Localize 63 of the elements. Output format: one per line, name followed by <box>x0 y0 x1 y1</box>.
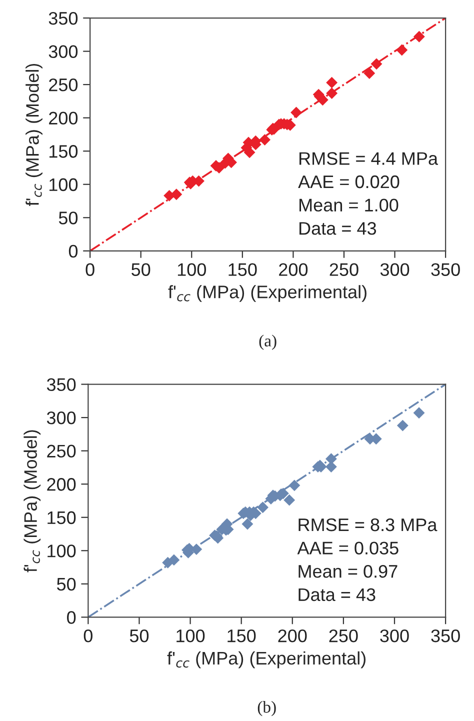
point <box>413 30 425 42</box>
y-tick-label: 350 <box>46 378 76 392</box>
point <box>413 407 425 419</box>
y-tick-label: 250 <box>49 78 78 92</box>
y-tick-label: 50 <box>57 578 76 591</box>
y-tick-label: 100 <box>48 544 76 558</box>
point <box>284 494 296 506</box>
y-tick-label: 0 <box>67 611 76 624</box>
x-tick-label: 250 <box>329 629 358 642</box>
point <box>290 106 302 118</box>
x-tick-label: 150 <box>228 263 257 276</box>
y-tick-label: 0 <box>68 244 78 258</box>
x-tick-label: 200 <box>279 263 308 276</box>
point <box>242 518 254 530</box>
point <box>364 68 376 79</box>
y-tick-label: 150 <box>48 511 76 524</box>
annotation: RMSE = 4.4 MPa <box>300 152 438 165</box>
annotation: Data = 43 <box>298 588 376 602</box>
x-tick-label: 50 <box>130 629 149 642</box>
y-tick-label: 150 <box>50 145 78 158</box>
y-tick-label: 350 <box>48 12 78 25</box>
x-tick-label: 150 <box>228 629 256 642</box>
x-tick-label: 300 <box>380 263 410 276</box>
y-tick-label: 100 <box>50 178 78 192</box>
x-tick-label: 350 <box>431 263 460 276</box>
x-tick-label: 350 <box>431 629 460 642</box>
annotation: Mean = 0.97 <box>298 564 398 578</box>
x-tick-label: 0 <box>84 629 92 642</box>
y-tick-label: 250 <box>47 444 76 458</box>
point <box>396 420 408 432</box>
annotation: AAE = 0.020 <box>298 175 400 188</box>
y-tick-label: 200 <box>47 478 76 491</box>
x-tick-label: 200 <box>278 629 307 642</box>
point <box>170 188 182 200</box>
y-axis-title: f'$_{cc}$ (MPa) (Model) <box>26 64 42 206</box>
y-tick-label: 300 <box>46 411 76 424</box>
point <box>396 44 408 56</box>
annotation: RMSE = 8.3 MPa <box>298 518 438 532</box>
annotation: Mean = 1.00 <box>300 198 398 212</box>
annotation: AAE = 0.035 <box>297 542 398 554</box>
x-tick-label: 100 <box>178 263 206 276</box>
point <box>288 480 300 492</box>
annotation: Data = 43 <box>300 222 376 235</box>
x-tick-label: 300 <box>380 629 409 642</box>
y-tick-label: 200 <box>49 112 78 125</box>
text: (b) <box>258 701 276 716</box>
x-tick-label: 250 <box>330 263 358 276</box>
point <box>326 87 338 99</box>
point <box>370 58 382 70</box>
x-axis-title: f'$_{cc}$ (MPa) (Experimental) <box>167 651 366 668</box>
point <box>257 502 269 514</box>
y-axis-title: f'$_{cc}$ (MPa) (Model) <box>24 430 41 572</box>
y-tick-label: 300 <box>48 45 78 58</box>
x-tick-label: 0 <box>86 263 94 276</box>
x-tick-label: 100 <box>176 629 205 642</box>
y-tick-label: 50 <box>58 212 78 224</box>
point <box>326 76 338 88</box>
point <box>168 554 180 566</box>
x-axis-title: f'$_{cc}$ (MPa) (Experimental) <box>168 285 366 302</box>
point <box>259 134 270 146</box>
point <box>325 461 337 473</box>
x-tick-label: 50 <box>132 263 150 276</box>
text: (a) <box>259 334 276 350</box>
